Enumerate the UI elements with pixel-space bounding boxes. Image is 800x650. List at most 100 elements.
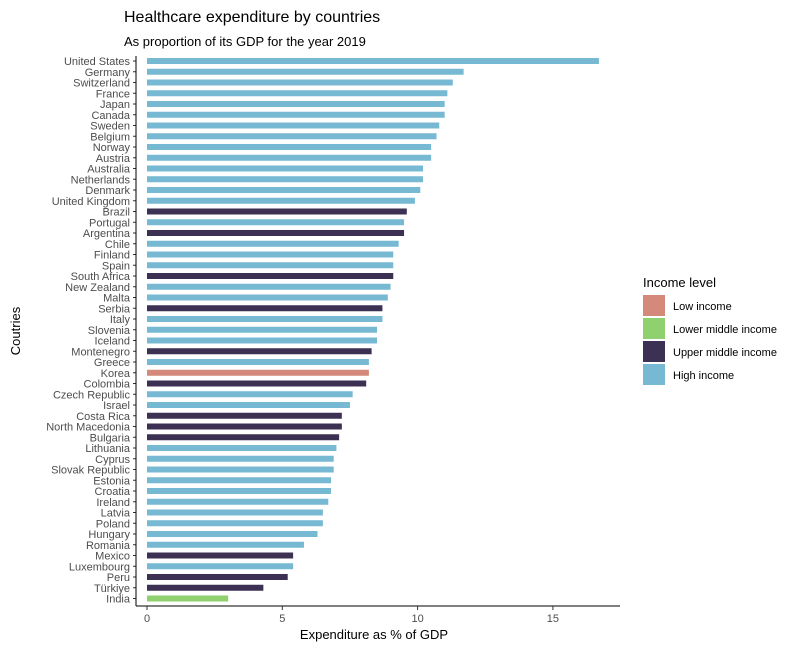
bars-group xyxy=(147,58,599,602)
bar xyxy=(147,133,437,140)
y-tick-label: Chile xyxy=(105,239,130,251)
y-tick-label: United Kingdom xyxy=(52,196,130,208)
bar xyxy=(147,240,399,247)
y-tick-label: Poland xyxy=(96,518,130,530)
x-tick-label: 5 xyxy=(279,613,285,625)
bar xyxy=(147,584,264,591)
y-tick-label: Spain xyxy=(102,260,130,272)
y-tick-label: Serbia xyxy=(98,303,131,315)
bar xyxy=(147,391,353,398)
bar xyxy=(147,595,229,602)
bar xyxy=(147,369,369,376)
y-tick-label: New Zealand xyxy=(65,282,130,294)
bar xyxy=(147,208,407,215)
bar xyxy=(147,165,424,172)
bar xyxy=(147,262,394,269)
y-tick-label: Portugal xyxy=(89,217,130,229)
y-tick-label: India xyxy=(106,594,131,606)
bar xyxy=(147,509,323,516)
y-tick-label: Germany xyxy=(85,67,131,79)
y-tick-label: Montenegro xyxy=(71,346,130,358)
y-tick-label: Romania xyxy=(86,540,131,552)
y-tick-label: Norway xyxy=(93,142,131,154)
y-tick-label: Japan xyxy=(100,99,130,111)
bar xyxy=(147,466,334,473)
bar xyxy=(147,326,378,333)
legend-swatch xyxy=(643,364,665,385)
legend-title: Income level xyxy=(643,275,716,290)
bar xyxy=(147,294,388,301)
bar xyxy=(147,316,383,322)
y-axis-title: Coutries xyxy=(8,306,23,355)
y-tick-label: Czech Republic xyxy=(53,389,131,401)
y-tick-label: Mexico xyxy=(95,551,130,563)
y-tick-label: Lithuania xyxy=(85,443,131,455)
y-tick-label: France xyxy=(96,88,130,100)
bar xyxy=(147,111,445,118)
y-tick-label: Slovenia xyxy=(88,325,131,337)
x-tick-label: 10 xyxy=(411,613,423,625)
bar xyxy=(147,90,448,97)
bar xyxy=(147,187,421,193)
y-tick-label: Switzerland xyxy=(73,78,130,90)
y-tick-label: North Macedonia xyxy=(46,422,131,434)
y-tick-label: Belgium xyxy=(90,131,130,143)
legend-label: Lower middle income xyxy=(673,324,777,336)
y-tick-label: Korea xyxy=(101,368,131,380)
bar xyxy=(147,122,440,129)
y-tick-label: Italy xyxy=(110,314,131,326)
y-tick-label: Denmark xyxy=(85,185,130,197)
bar xyxy=(147,445,337,451)
bar xyxy=(147,552,294,559)
y-tick-label: Sweden xyxy=(90,121,130,133)
y-tick-label: Costa Rica xyxy=(76,411,131,423)
y-tick-label: Australia xyxy=(87,164,131,176)
y-tick-label: Bulgaria xyxy=(90,432,131,444)
bar xyxy=(147,412,342,419)
y-tick-label: Brazil xyxy=(102,207,130,219)
bar xyxy=(147,219,405,226)
x-tick-label: 0 xyxy=(144,613,150,625)
bar xyxy=(147,574,288,580)
legend-label: Low income xyxy=(673,301,732,313)
y-tick-label: Latvia xyxy=(101,508,131,520)
bar xyxy=(147,402,350,408)
legend-swatch xyxy=(643,318,665,339)
bar xyxy=(147,359,369,365)
bar xyxy=(147,498,329,505)
bar xyxy=(147,154,432,161)
y-tick-label: Austria xyxy=(96,153,131,165)
bar xyxy=(147,101,445,107)
y-tick-label: Hungary xyxy=(88,529,130,541)
y-tick-label: Finland xyxy=(94,250,130,262)
legend-label: High income xyxy=(673,370,734,382)
x-axis-title: Expenditure as % of GDP xyxy=(300,627,448,642)
bar xyxy=(147,348,372,355)
bar xyxy=(147,251,394,258)
bar xyxy=(147,380,367,387)
y-tick-label: Ireland xyxy=(96,497,130,509)
bar xyxy=(147,176,424,183)
bar xyxy=(147,531,318,537)
y-tick-label: Colombia xyxy=(84,379,131,391)
y-tick-label: Greece xyxy=(94,357,130,369)
y-tick-label: South Africa xyxy=(71,271,131,283)
bar xyxy=(147,144,432,150)
y-tick-label: Peru xyxy=(107,572,130,584)
y-tick-label: Iceland xyxy=(95,336,130,348)
bar xyxy=(147,423,342,430)
bar xyxy=(147,541,304,548)
y-tick-label: Slovak Republic xyxy=(51,465,130,477)
bar xyxy=(147,197,415,204)
bar xyxy=(147,68,464,75)
bar xyxy=(147,488,332,494)
legend: Income level Low income Lower middle inco… xyxy=(643,275,777,385)
bar xyxy=(147,283,391,290)
y-tick-label: Luxembourg xyxy=(69,561,130,573)
y-tick-label: United States xyxy=(64,56,131,68)
y-tick-label: Canada xyxy=(91,110,130,122)
y-tick-label: Argentina xyxy=(83,228,131,240)
bar xyxy=(147,477,332,484)
bar xyxy=(147,58,599,64)
